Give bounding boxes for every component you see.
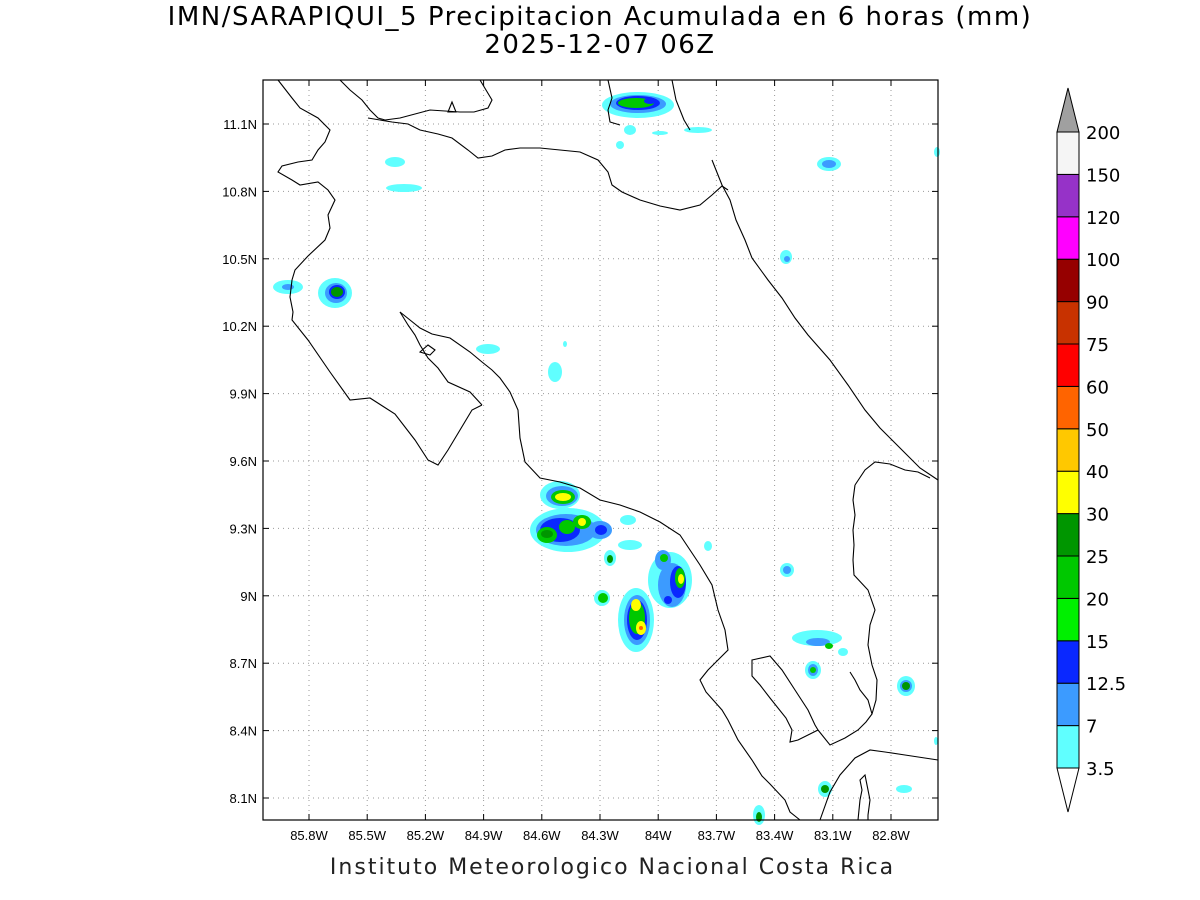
colorbar-swatch: [1056, 682, 1080, 727]
y-tick-label: 10.8N: [222, 184, 257, 199]
x-tick-label: 85.2W: [407, 828, 445, 843]
x-tick-label: 85.5W: [348, 828, 386, 843]
colorbar-swatch: [1056, 385, 1080, 430]
y-tick-label: 11.1N: [223, 117, 257, 132]
colorbar-top-arrow: [1056, 87, 1080, 133]
colorbar-swatch: [1056, 173, 1080, 218]
colorbar-level-label: 40: [1086, 462, 1109, 483]
y-tick-label: 9.3N: [230, 521, 257, 536]
footer-credit: Instituto Meteorologico Nacional Costa R…: [329, 855, 896, 880]
x-axis-labels: 85.8W 85.5W 85.2W 84.9W 84.6W 84.3W 84W 83.7W 83…: [290, 828, 910, 843]
x-tick-label: 84.6W: [523, 828, 561, 843]
x-tick-label: 85.8W: [290, 828, 328, 843]
map-datetime: 2025-12-07 06Z: [484, 30, 716, 60]
y-tick-label: 8.4N: [230, 724, 257, 739]
colorbar-level-label: 75: [1086, 335, 1109, 356]
colorbar-level-label: 12.5: [1086, 674, 1126, 695]
colorbar-swatch: [1056, 343, 1080, 387]
x-tick-label: 83.4W: [756, 828, 794, 843]
colorbar-swatch: [1056, 470, 1080, 515]
colorbar-level-label: 30: [1086, 505, 1109, 526]
colorbar-swatch: [1056, 216, 1080, 260]
colorbar-bottom-arrow: [1056, 767, 1080, 813]
y-tick-label: 10.2N: [222, 319, 257, 334]
map-title: IMN/SARAPIQUI_5 Precipitacion Acumulada …: [167, 2, 1033, 32]
colorbar-level-label: 120: [1086, 208, 1120, 229]
x-tick-label: 84.3W: [581, 828, 619, 843]
colorbar-level-label: 50: [1086, 420, 1109, 441]
axis-ticks: [263, 80, 938, 820]
colorbar-level-label: 60: [1086, 377, 1109, 398]
colorbar-swatch: [1056, 131, 1080, 175]
colorbar-swatch: [1056, 513, 1080, 557]
colorbar-level-label: 7: [1086, 717, 1097, 738]
x-tick-label: 84W: [645, 828, 672, 843]
colorbar-swatch: [1056, 555, 1080, 599]
colorbar-level-label: 90: [1086, 293, 1109, 314]
colorbar-level-label: 20: [1086, 589, 1109, 610]
x-tick-label: 83.7W: [698, 828, 736, 843]
colorbar-swatch: [1056, 640, 1080, 684]
grid-lines: [263, 80, 938, 820]
coastlines: [277, 79, 939, 821]
colorbar-level-label: 100: [1086, 250, 1120, 271]
colorbar: 3.5 7 12.5 15 20 25 30 40 50 60 75 90 100 120 150 200: [1056, 87, 1126, 813]
y-tick-label: 9.6N: [230, 454, 257, 469]
colorbar-swatch: [1056, 597, 1080, 642]
y-tick-label: 9.9N: [230, 387, 257, 402]
y-tick-label: 10.5N: [222, 252, 257, 267]
colorbar-swatch: [1056, 258, 1080, 303]
precipitation-contours: [273, 92, 940, 825]
x-tick-label: 84.9W: [465, 828, 503, 843]
colorbar-level-label: 25: [1086, 547, 1109, 568]
colorbar-level-label: 200: [1086, 123, 1120, 144]
colorbar-level-label: 15: [1086, 632, 1109, 653]
y-tick-label: 9N: [240, 589, 257, 604]
y-axis-labels: 11.1N 10.8N 10.5N 10.2N 9.9N 9.6N 9.3N 9N 8.7N 8.…: [222, 117, 257, 806]
x-tick-label: 83.1W: [814, 828, 852, 843]
colorbar-swatch: [1056, 301, 1080, 345]
x-tick-label: 82.8W: [872, 828, 910, 843]
colorbar-swatch: [1056, 725, 1080, 769]
y-tick-label: 8.7N: [230, 656, 257, 671]
colorbar-level-label: 150: [1086, 165, 1120, 186]
colorbar-swatch: [1056, 428, 1080, 472]
colorbar-level-label: 3.5: [1086, 759, 1115, 780]
y-tick-label: 8.1N: [230, 791, 257, 806]
